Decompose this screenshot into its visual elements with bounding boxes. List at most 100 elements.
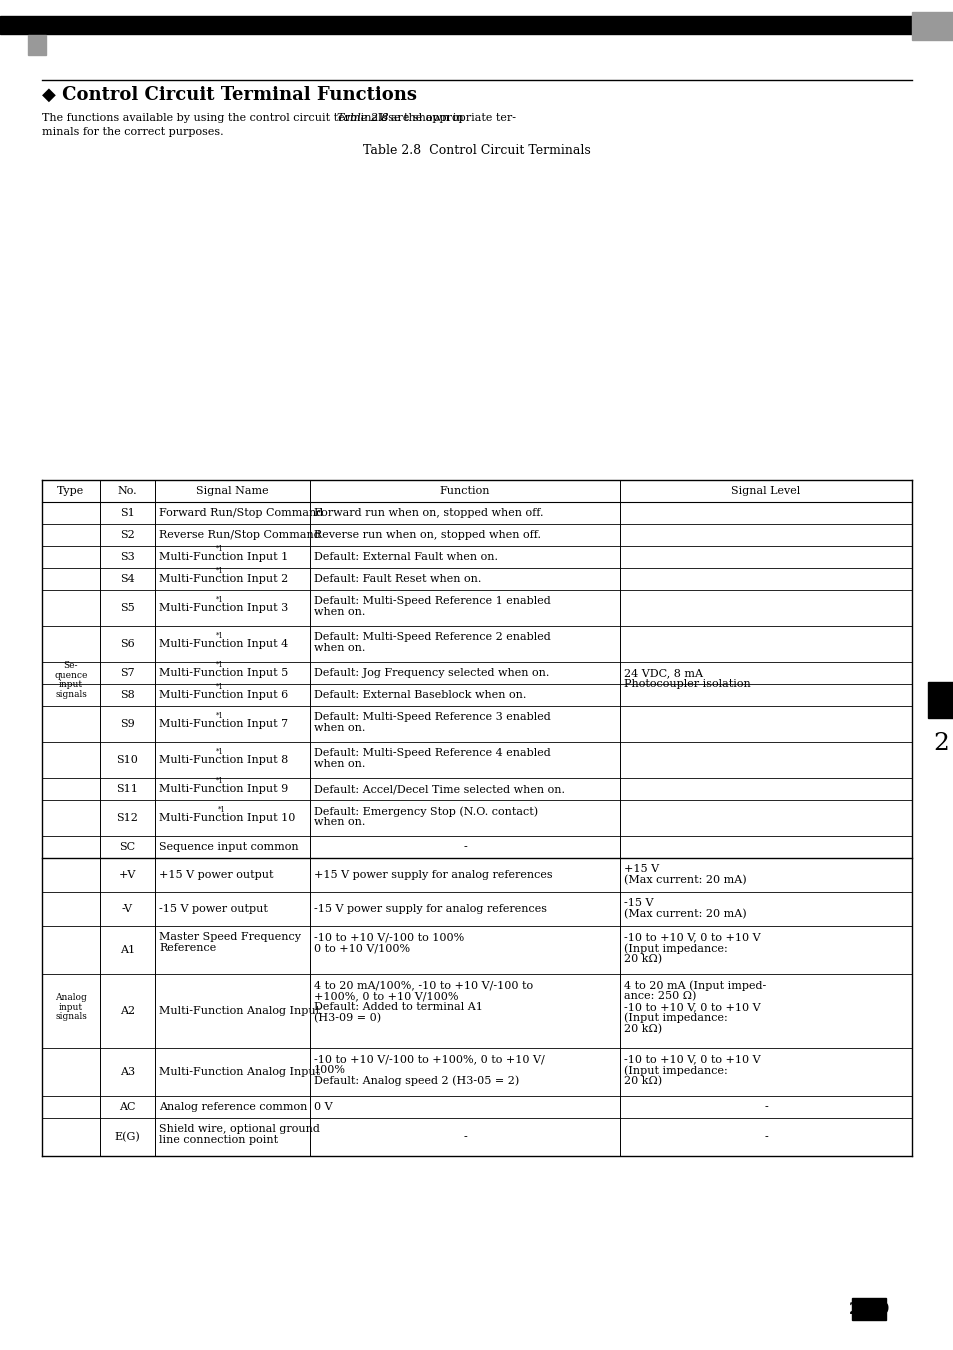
Text: A2: A2 <box>120 1006 135 1017</box>
Text: 4 to 20 mA/100%, -10 to +10 V/-100 to: 4 to 20 mA/100%, -10 to +10 V/-100 to <box>314 980 533 991</box>
Bar <box>927 682 953 718</box>
Text: -: - <box>763 1133 767 1142</box>
Text: S11: S11 <box>116 784 138 794</box>
Text: *1: *1 <box>215 544 223 552</box>
Text: *1: *1 <box>215 776 223 784</box>
Text: when on.: when on. <box>314 759 365 769</box>
Text: S4: S4 <box>120 574 134 585</box>
Text: Table 2.8  Control Circuit Terminals: Table 2.8 Control Circuit Terminals <box>363 143 590 157</box>
Text: -10 to +10 V/-100 to 100%: -10 to +10 V/-100 to 100% <box>314 933 464 942</box>
Text: input: input <box>59 1003 83 1011</box>
Text: Default: Multi-Speed Reference 4 enabled: Default: Multi-Speed Reference 4 enabled <box>314 748 550 759</box>
Text: Function: Function <box>439 486 490 495</box>
Text: Multi-Function Input 8: Multi-Function Input 8 <box>159 755 288 765</box>
Text: 24 VDC, 8 mA: 24 VDC, 8 mA <box>623 668 702 678</box>
Text: -: - <box>462 1133 466 1142</box>
Text: Forward Run/Stop Command: Forward Run/Stop Command <box>159 508 323 518</box>
Text: Default: Accel/Decel Time selected when on.: Default: Accel/Decel Time selected when … <box>314 784 564 794</box>
Text: A1: A1 <box>120 945 135 954</box>
Text: S10: S10 <box>116 755 138 765</box>
Text: -15 V: -15 V <box>623 898 653 909</box>
Text: (Max current: 20 mA): (Max current: 20 mA) <box>623 909 746 919</box>
Text: 2: 2 <box>932 732 948 755</box>
Text: S9: S9 <box>120 720 134 729</box>
Text: 0 to +10 V/100%: 0 to +10 V/100% <box>314 944 410 953</box>
Text: 0 V: 0 V <box>314 1102 333 1112</box>
Text: No.: No. <box>117 486 137 495</box>
Text: A3: A3 <box>120 1066 135 1077</box>
Bar <box>28 35 46 55</box>
Text: signals: signals <box>55 1012 87 1021</box>
Text: minals for the correct purposes.: minals for the correct purposes. <box>42 127 223 136</box>
Text: when on.: when on. <box>314 643 365 653</box>
Text: 20 kΩ): 20 kΩ) <box>623 1023 661 1034</box>
Text: -: - <box>462 842 466 852</box>
Text: *1: *1 <box>215 748 223 756</box>
Text: +15 V power output: +15 V power output <box>159 869 274 880</box>
Text: Signal Name: Signal Name <box>196 486 269 495</box>
Text: SC: SC <box>119 842 135 852</box>
Text: +15 V: +15 V <box>623 864 659 875</box>
Text: *1: *1 <box>218 806 226 814</box>
Text: +15 V power supply for analog references: +15 V power supply for analog references <box>314 869 552 880</box>
Text: Reference: Reference <box>159 944 216 953</box>
Text: -10 to +10 V, 0 to +10 V: -10 to +10 V, 0 to +10 V <box>623 933 760 942</box>
Text: Default: Multi-Speed Reference 3 enabled: Default: Multi-Speed Reference 3 enabled <box>314 713 550 722</box>
Text: Photocoupler isolation: Photocoupler isolation <box>623 679 750 688</box>
Text: The functions available by using the control circuit terminals are shown in: The functions available by using the con… <box>42 113 467 123</box>
Text: Multi-Function Input 3: Multi-Function Input 3 <box>159 603 288 613</box>
Text: 4 to 20 mA (Input imped-: 4 to 20 mA (Input imped- <box>623 980 765 991</box>
Text: 100%: 100% <box>314 1065 346 1075</box>
Text: (Input impedance:: (Input impedance: <box>623 1012 727 1023</box>
Text: S8: S8 <box>120 690 134 701</box>
Text: Reverse run when on, stopped when off.: Reverse run when on, stopped when off. <box>314 531 540 540</box>
Text: -: - <box>763 1102 767 1112</box>
Text: ance: 250 Ω): ance: 250 Ω) <box>623 991 696 1002</box>
Text: -10 to +10 V/-100 to +100%, 0 to +10 V/: -10 to +10 V/-100 to +100%, 0 to +10 V/ <box>314 1054 544 1064</box>
Text: S3: S3 <box>120 552 134 562</box>
Text: S12: S12 <box>116 813 138 823</box>
Text: Multi-Function Input 1: Multi-Function Input 1 <box>159 552 288 562</box>
Text: S2: S2 <box>120 531 134 540</box>
Text: ◆ Control Circuit Terminal Functions: ◆ Control Circuit Terminal Functions <box>42 86 416 104</box>
Text: Signal Level: Signal Level <box>731 486 800 495</box>
Text: Default: Multi-Speed Reference 1 enabled: Default: Multi-Speed Reference 1 enabled <box>314 597 550 606</box>
Text: Default: Added to terminal A1: Default: Added to terminal A1 <box>314 1002 482 1012</box>
Text: Wiring Control Circuit Terminals: Wiring Control Circuit Terminals <box>700 18 884 27</box>
Text: Default: Analog speed 2 (H3-05 = 2): Default: Analog speed 2 (H3-05 = 2) <box>314 1076 518 1087</box>
Text: Master Speed Frequency: Master Speed Frequency <box>159 933 301 942</box>
Text: Default: Fault Reset when on.: Default: Fault Reset when on. <box>314 574 481 585</box>
Text: (Input impedance:: (Input impedance: <box>623 944 727 953</box>
Text: AC: AC <box>119 1102 135 1112</box>
Text: (H3-09 = 0): (H3-09 = 0) <box>314 1012 381 1023</box>
Text: S7: S7 <box>120 668 134 678</box>
Text: Multi-Function Input 4: Multi-Function Input 4 <box>159 639 288 649</box>
Text: -15 V power output: -15 V power output <box>159 904 268 914</box>
Text: quence: quence <box>54 671 88 680</box>
Text: 2-19: 2-19 <box>848 1300 890 1318</box>
Text: 20 kΩ): 20 kΩ) <box>623 954 661 964</box>
Text: Shield wire, optional ground: Shield wire, optional ground <box>159 1125 319 1134</box>
Text: . Use the appropriate ter-: . Use the appropriate ter- <box>372 113 516 123</box>
Text: S6: S6 <box>120 639 134 649</box>
Text: Default: Emergency Stop (N.O. contact): Default: Emergency Stop (N.O. contact) <box>314 806 537 817</box>
Text: *1: *1 <box>215 632 223 640</box>
Text: Default: Jog Frequency selected when on.: Default: Jog Frequency selected when on. <box>314 668 549 678</box>
Text: Analog: Analog <box>55 994 87 1002</box>
Text: Multi-Function Input 2: Multi-Function Input 2 <box>159 574 288 585</box>
Text: Multi-Function Input 6: Multi-Function Input 6 <box>159 690 288 701</box>
Text: Multi-Function Input 7: Multi-Function Input 7 <box>159 720 288 729</box>
Bar <box>851 1297 885 1320</box>
Text: Multi-Function Input 5: Multi-Function Input 5 <box>159 668 288 678</box>
Text: when on.: when on. <box>314 817 365 828</box>
Text: input: input <box>59 680 83 690</box>
Text: Type: Type <box>57 486 85 495</box>
Text: Default: Multi-Speed Reference 2 enabled: Default: Multi-Speed Reference 2 enabled <box>314 632 550 643</box>
Text: -V: -V <box>122 904 132 914</box>
Text: Multi-Function Analog Input: Multi-Function Analog Input <box>159 1006 320 1017</box>
Text: -10 to +10 V, 0 to +10 V: -10 to +10 V, 0 to +10 V <box>623 1054 760 1064</box>
Text: Sequence input common: Sequence input common <box>159 842 298 852</box>
Text: (Input impedance:: (Input impedance: <box>623 1065 727 1076</box>
Text: Se-: Se- <box>64 662 78 670</box>
Bar <box>911 12 953 40</box>
